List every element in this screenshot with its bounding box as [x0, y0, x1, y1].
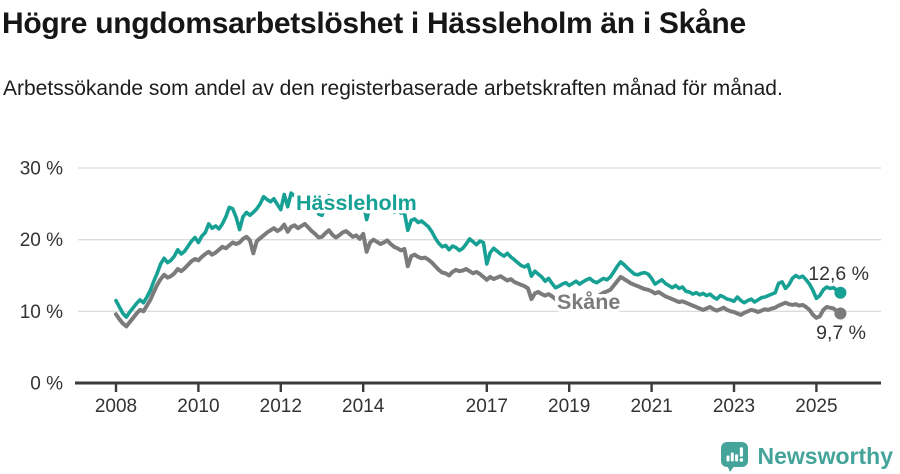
end-value-label-hassleholm: 12,6 %: [808, 263, 869, 285]
end-value-label-skane: 9,7 %: [816, 322, 866, 344]
series-line-skane: [114, 221, 843, 329]
x-axis-label-2014: 2014: [342, 396, 385, 417]
x-axis-label-2008: 2008: [95, 396, 137, 417]
newsworthy-logo-icon: [720, 442, 748, 472]
series-end-dot-skane: [834, 307, 847, 320]
x-axis-label-2019: 2019: [548, 396, 590, 417]
x-axis-label-2021: 2021: [630, 396, 672, 417]
unemployment-line-chart: 0 % 10 % 20 % 30 % 2008 2010 2012 2014 2017 2019 2…: [20, 158, 881, 417]
x-axis-label-2017: 2017: [466, 396, 508, 417]
y-axis-label-30: 30 %: [20, 158, 63, 179]
chart-subtitle: Arbetssökande som andel av den registerb…: [3, 77, 783, 100]
y-axis-label-10: 10 %: [20, 302, 63, 323]
series-label-hassleholm: Hässleholm: [296, 191, 417, 215]
series-label-skane: Skåne: [557, 290, 620, 314]
page-title: Högre ungdomsarbetslöshet i Hässleholm ä…: [2, 7, 746, 40]
series-line-hassleholm: [114, 191, 843, 319]
x-axis-label-2010: 2010: [177, 396, 219, 417]
series-end-dot-hassleholm: [834, 286, 847, 299]
x-axis-label-2025: 2025: [795, 396, 837, 417]
newsworthy-branding: Newsworthy: [720, 441, 893, 472]
newsworthy-logo-text: Newsworthy: [757, 443, 893, 469]
chart-area: 0 % 10 % 20 % 30 % 2008 2010 2012 2014 2017 2019 2…: [0, 150, 900, 435]
x-axis-label-2012: 2012: [260, 396, 302, 417]
y-axis-label-20: 20 %: [20, 230, 63, 251]
y-axis-label-0: 0 %: [30, 374, 63, 395]
x-axis-label-2023: 2023: [713, 396, 755, 417]
